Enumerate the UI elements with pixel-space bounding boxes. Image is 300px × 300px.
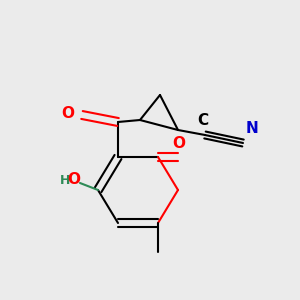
Text: O: O xyxy=(172,136,185,151)
Text: H: H xyxy=(60,173,70,187)
Text: O: O xyxy=(67,172,80,188)
Text: O: O xyxy=(61,106,74,121)
Text: N: N xyxy=(246,121,259,136)
Text: C: C xyxy=(197,113,208,128)
